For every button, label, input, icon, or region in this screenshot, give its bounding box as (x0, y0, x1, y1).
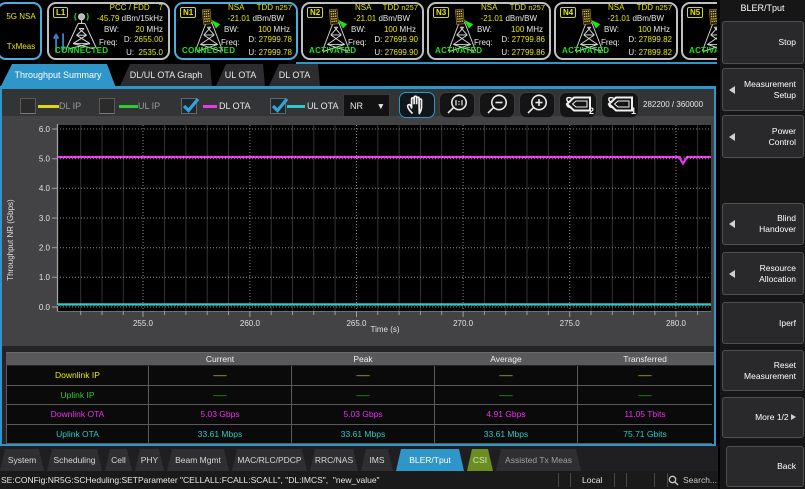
svg-text:6.0: 6.0 (39, 125, 51, 134)
svg-text:270.0: 270.0 (453, 319, 474, 328)
svg-text:Throughput NR (Gbps): Throughput NR (Gbps) (6, 199, 15, 281)
svg-text:2.0: 2.0 (39, 244, 51, 253)
svg-text:275.0: 275.0 (560, 319, 581, 328)
svg-text:260.0: 260.0 (240, 319, 261, 328)
svg-text:265.0: 265.0 (346, 319, 367, 328)
svg-text:3.0: 3.0 (39, 214, 51, 223)
svg-text:4.0: 4.0 (39, 184, 51, 193)
svg-text:0.0: 0.0 (39, 303, 51, 312)
svg-text:5.0: 5.0 (39, 155, 51, 164)
svg-text:Time (s): Time (s) (370, 325, 399, 334)
svg-text:1.0: 1.0 (39, 273, 51, 282)
svg-text:280.0: 280.0 (666, 319, 687, 328)
svg-text:255.0: 255.0 (133, 319, 154, 328)
